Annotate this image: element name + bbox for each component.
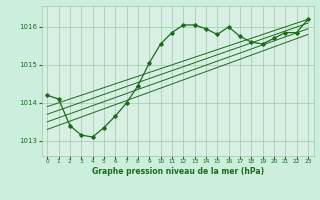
- X-axis label: Graphe pression niveau de la mer (hPa): Graphe pression niveau de la mer (hPa): [92, 167, 264, 176]
